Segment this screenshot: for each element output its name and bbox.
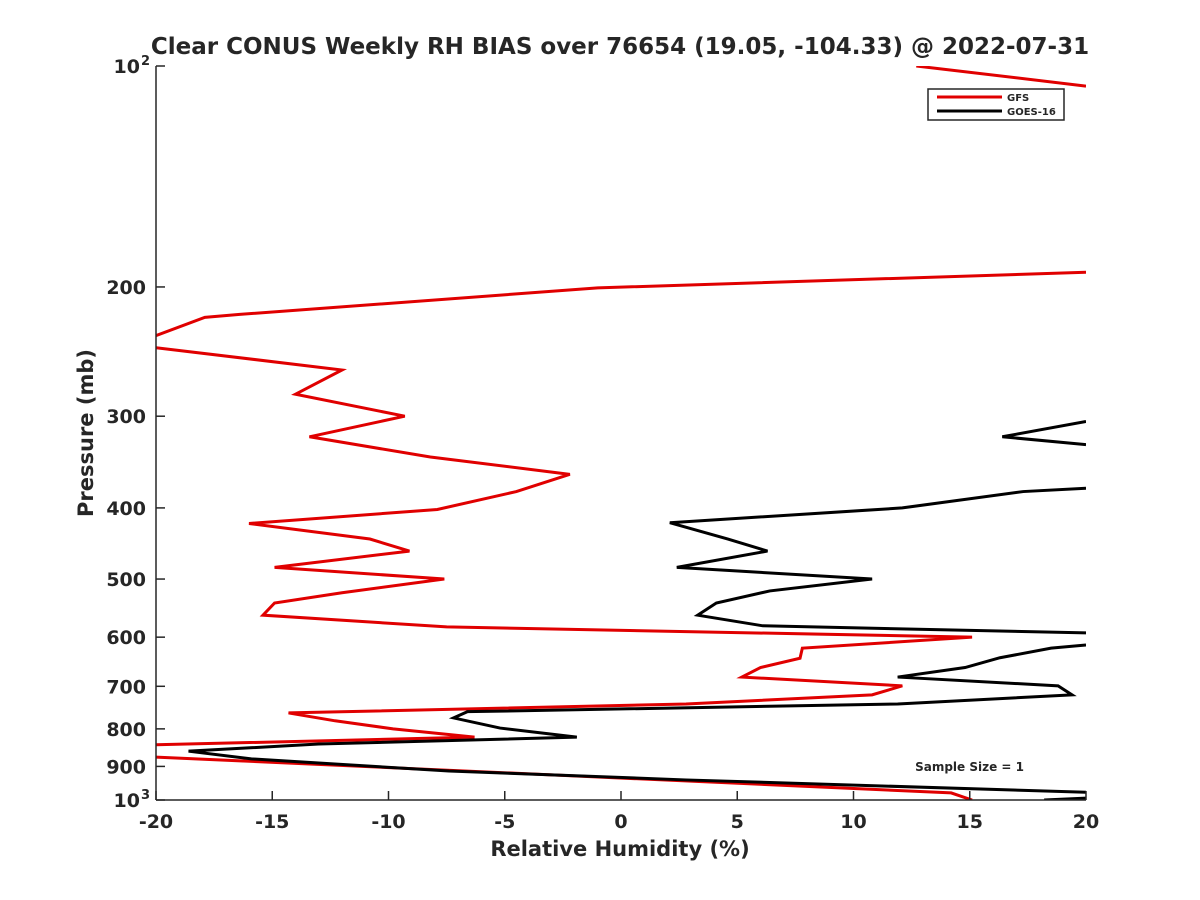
x-tick-label: 5	[731, 811, 744, 833]
x-tick-label: 0	[614, 811, 627, 833]
x-tick-label: 10	[840, 811, 866, 833]
series-line-segment	[156, 346, 973, 747]
y-tick-exponent: 2	[141, 54, 150, 69]
x-tick-label: -20	[139, 811, 173, 833]
y-tick-label: 400	[106, 498, 146, 520]
legend-box	[927, 88, 1065, 121]
sample-size-annotation: Sample Size = 1	[915, 760, 1024, 774]
y-tick-label: 500	[106, 569, 146, 591]
x-tick-label: -5	[494, 811, 515, 833]
series-line-segment	[669, 486, 1086, 635]
x-tick-label: 20	[1073, 811, 1099, 833]
chart-title: Clear CONUS Weekly RH BIAS over 76654 (1…	[151, 34, 1089, 60]
y-tick-label: 800	[106, 719, 146, 741]
x-tick-label: -10	[371, 811, 405, 833]
y-tick-label: 200	[106, 277, 146, 299]
x-tick-label: 15	[957, 811, 983, 833]
y-tick-label: 600	[106, 627, 146, 649]
series-line-segment	[916, 66, 1086, 88]
y-axis-label: Pressure (mb)	[74, 349, 98, 517]
y-tick-label: 700	[106, 676, 146, 698]
series-goes16	[188, 420, 1086, 800]
x-axis-label: Relative Humidity (%)	[490, 837, 749, 861]
series-line-segment	[1002, 420, 1086, 447]
y-tick-label: 900	[106, 756, 146, 778]
x-tick-label: -15	[255, 811, 289, 833]
y-tick-exponent: 3	[141, 788, 150, 803]
legend-label-gfs: GFS	[1007, 93, 1029, 104]
series-layer	[156, 66, 1086, 800]
y-tick-label: 10	[114, 790, 140, 812]
legend-label-goes16: GOES-16	[1007, 107, 1056, 118]
series-line-segment	[156, 270, 1086, 338]
y-tick-label: 10	[114, 56, 140, 78]
legend: GFS GOES-16	[927, 88, 1065, 121]
y-tick-label: 300	[106, 406, 146, 428]
series-line-segment	[188, 643, 1086, 794]
